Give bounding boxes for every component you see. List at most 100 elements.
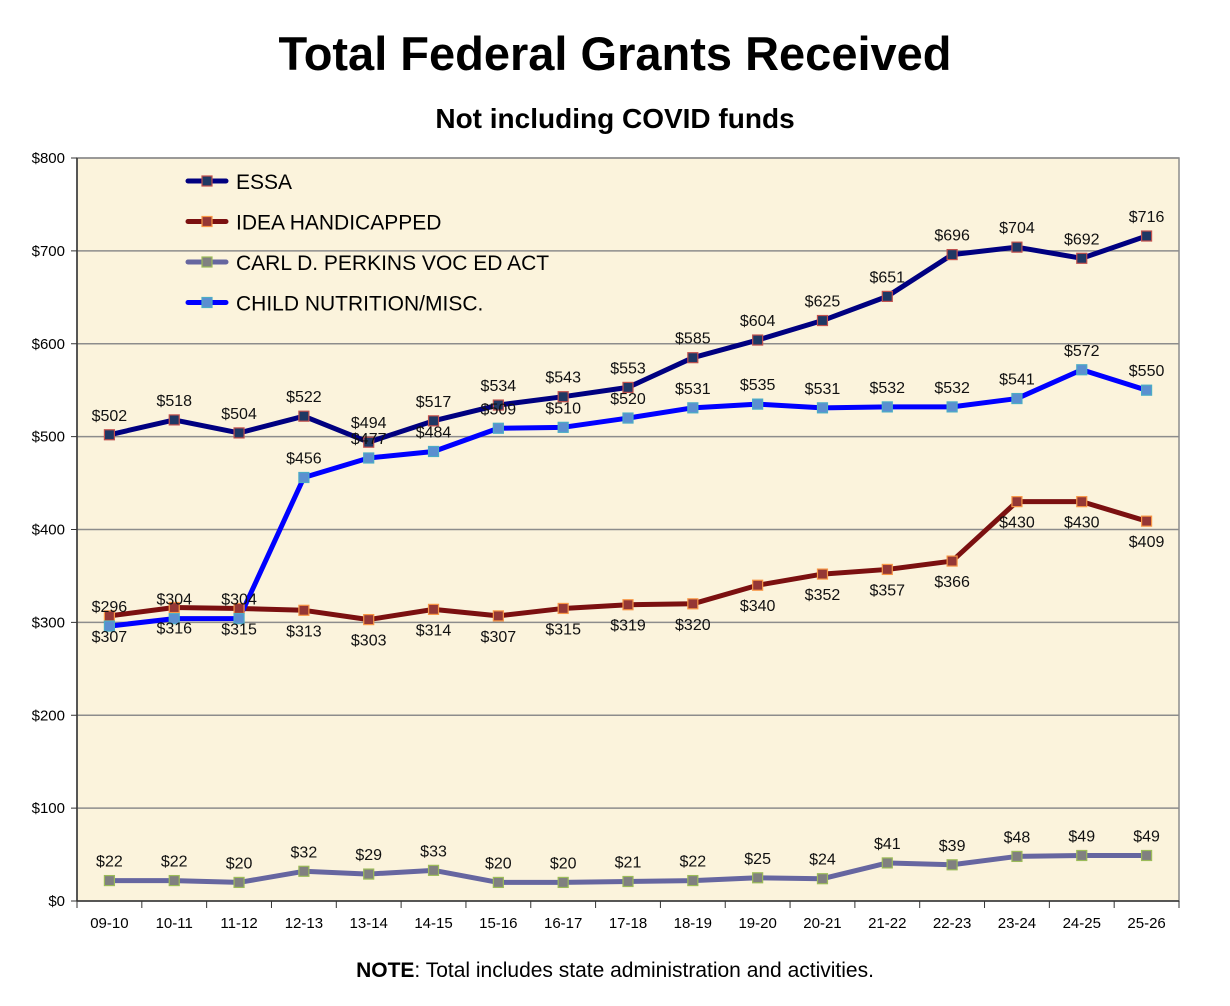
legend-label: CARL D. PERKINS VOC ED ACT [236,252,549,275]
data-point [752,334,764,346]
data-point [687,402,699,414]
data-label: $22 [679,854,706,871]
data-point [1011,241,1023,253]
data-point [881,290,893,302]
data-point [752,398,764,410]
data-point [1011,850,1023,863]
y-axis-ticks: $0 $100 $200 $300 $400 $500 $600 $700 $800 [32,150,77,910]
x-tick-label: 16-17 [544,915,582,932]
y-tick-label: $100 [32,800,65,817]
data-label: $484 [416,424,452,441]
data-point [816,568,829,580]
data-label: $357 [869,582,905,599]
x-tick-label: 20-21 [803,915,841,932]
data-label: $29 [355,847,382,864]
data-label: $531 [805,381,841,398]
data-point [492,610,504,622]
data-label: $522 [286,389,322,406]
y-tick-label: $300 [32,614,65,631]
data-point [1140,849,1153,862]
data-label: $24 [809,852,836,869]
y-tick-label: $600 [32,336,65,353]
y-tick-label: $500 [32,429,65,446]
y-tick-label: $400 [32,522,65,539]
data-label: $531 [675,381,711,398]
data-label: $502 [92,408,128,425]
data-point [752,872,764,884]
y-tick-label: $200 [32,707,65,724]
data-point [103,429,116,441]
data-point [492,876,504,889]
data-label: $504 [221,406,257,423]
data-label: $303 [351,633,387,650]
data-label: $49 [1133,828,1160,845]
chart-title: Total Federal Grants Received [278,27,951,80]
data-point [946,555,958,567]
y-tick-label: $700 [32,243,65,260]
data-label: $20 [485,855,512,872]
data-point [557,421,569,433]
data-point [687,352,699,364]
data-point [233,427,245,439]
data-point [363,452,375,464]
data-point [492,422,504,434]
data-point [816,314,829,327]
legend-marker [201,175,213,187]
data-label: $696 [934,228,970,245]
data-label: $304 [221,592,257,609]
data-label: $21 [615,854,642,871]
data-label: $340 [740,598,776,615]
data-point [881,563,893,576]
data-point [298,410,310,422]
data-label: $456 [286,450,322,467]
data-point [1076,364,1088,376]
data-label: $509 [481,401,517,418]
data-label: $534 [481,378,517,395]
data-point [687,874,699,887]
x-tick-label: 23-24 [998,915,1036,932]
data-label: $25 [744,851,771,868]
data-point [557,602,569,615]
data-point [492,399,504,411]
data-point [1076,849,1088,862]
data-point [427,864,440,876]
data-point [687,598,699,610]
chart-subtitle: Not including COVID funds [435,103,794,134]
data-label: $532 [869,380,905,397]
x-tick-label: 14-15 [414,915,452,932]
data-point [363,613,375,626]
data-point [622,381,634,394]
data-label: $315 [545,621,581,638]
data-point [1076,252,1088,264]
data-point [1140,515,1153,527]
data-point [168,601,180,614]
data-point [816,402,829,414]
data-point [427,445,440,458]
data-label: $307 [92,629,128,646]
data-label: $585 [675,331,711,348]
data-label: $48 [1004,829,1031,846]
data-label: $307 [481,629,517,646]
data-label: $550 [1129,363,1165,380]
data-point [168,874,180,887]
data-label: $477 [351,431,387,448]
y-tick-label: $800 [32,150,65,167]
legend-label: CHILD NUTRITION/MISC. [236,293,483,316]
data-label: $543 [545,370,581,387]
data-point [557,876,569,889]
footnote: NOTE: Total includes state administratio… [356,959,874,982]
data-label: $494 [351,415,387,432]
data-point [622,412,634,424]
data-point [298,865,310,877]
data-label: $430 [999,515,1035,532]
data-point [946,859,958,871]
data-label: $296 [92,599,128,616]
data-label: $313 [286,623,322,640]
data-label: $320 [675,617,711,634]
data-point [103,874,116,887]
data-label: $510 [545,400,581,417]
legend-marker [201,256,213,268]
data-point [363,436,375,448]
data-label: $572 [1064,343,1100,360]
